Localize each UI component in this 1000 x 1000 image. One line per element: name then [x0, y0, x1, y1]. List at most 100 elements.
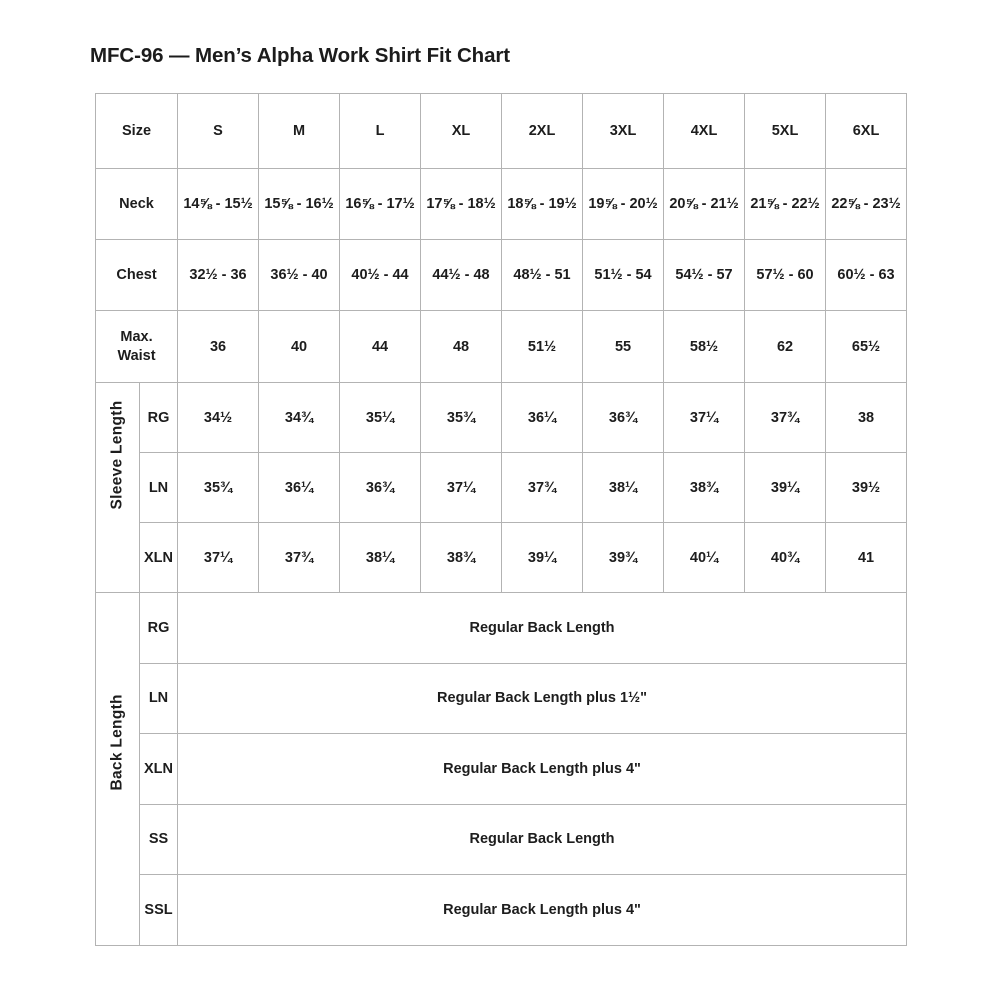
sleeve-ln-4xl: 38¾ — [663, 452, 746, 523]
chest-l: 40½ - 44 — [339, 239, 422, 311]
table-row-back-ssl: SSL Regular Back Length plus 4" — [96, 874, 908, 946]
size-fit-chart-table: Size S M L XL 2XL 3XL 4XL 5XL 6XL Neck 1… — [94, 93, 908, 946]
sleeve-xln-s: 37¼ — [177, 522, 260, 593]
table-row-neck: Neck 14⅝ - 15½ 15⅝ - 16½ 16⅝ - 17½ 17⅝ -… — [94, 168, 908, 240]
sleeve-ln-l: 36¾ — [339, 452, 422, 523]
sleeve-xln-xl: 38¾ — [420, 522, 503, 593]
neck-s: 14⅝ - 15½ — [177, 168, 260, 240]
max-waist-5xl: 62 — [744, 310, 827, 383]
sleeve-rg-4xl: 37¼ — [663, 382, 746, 453]
neck-3xl: 19⅝ - 20½ — [582, 168, 665, 240]
chest-m: 36½ - 40 — [258, 239, 341, 311]
header-size-2xl: 2XL — [501, 93, 584, 169]
header-size-s: S — [177, 93, 260, 169]
header-size-l: L — [339, 93, 422, 169]
table-row-chest: Chest 32½ - 36 36½ - 40 40½ - 44 44½ - 4… — [94, 239, 908, 311]
chest-xl: 44½ - 48 — [420, 239, 503, 311]
back-value-ln: Regular Back Length plus 1½" — [177, 662, 908, 734]
fit-chart-container: Size S M L XL 2XL 3XL 4XL 5XL 6XL Neck 1… — [94, 93, 908, 946]
table-row-back-xln: XLN Regular Back Length plus 4" — [96, 733, 908, 805]
row-label-max-waist-line1: Max. — [120, 328, 153, 345]
max-waist-m: 40 — [258, 310, 341, 383]
back-sublabel-ssl: SSL — [138, 874, 179, 946]
max-waist-4xl: 58½ — [663, 310, 746, 383]
sleeve-rg-3xl: 36¾ — [582, 382, 665, 453]
sleeve-sublabel-xln: XLN — [138, 522, 179, 593]
header-size-4xl: 4XL — [663, 93, 746, 169]
row-label-neck: Neck — [94, 168, 179, 240]
sleeve-rg-5xl: 37¾ — [744, 382, 827, 453]
sleeve-ln-3xl: 38¼ — [582, 452, 665, 523]
sleeve-xln-6xl: 41 — [825, 522, 908, 593]
table-row-back-ln: LN Regular Back Length plus 1½" — [96, 662, 908, 734]
max-waist-3xl: 55 — [582, 310, 665, 383]
neck-m: 15⅝ - 16½ — [258, 168, 341, 240]
table-header-row: Size S M L XL 2XL 3XL 4XL 5XL 6XL — [94, 93, 908, 169]
neck-l: 16⅝ - 17½ — [339, 168, 422, 240]
header-size-5xl: 5XL — [744, 93, 827, 169]
table-row-max-waist: Max. Waist 36 40 44 48 51½ 55 58½ 62 65½ — [94, 310, 908, 383]
sleeve-xln-l: 38¼ — [339, 522, 422, 593]
group-label-sleeve-length: Sleeve Length — [95, 382, 140, 593]
page-title: MFC-96 — Men’s Alpha Work Shirt Fit Char… — [90, 44, 510, 67]
table-row-back-rg: Back Length RG Regular Back Length — [95, 592, 908, 946]
back-sublabel-ln: LN — [138, 662, 179, 734]
row-label-max-waist: Max. Waist — [94, 310, 179, 383]
sleeve-rg-m: 34¾ — [258, 382, 341, 453]
max-waist-xl: 48 — [420, 310, 503, 383]
sleeve-xln-3xl: 39¾ — [582, 522, 665, 593]
neck-5xl: 21⅝ - 22½ — [744, 168, 827, 240]
back-value-ssl: Regular Back Length plus 4" — [177, 874, 908, 946]
neck-xl: 17⅝ - 18½ — [420, 168, 503, 240]
sleeve-rg-6xl: 38 — [825, 382, 908, 453]
sleeve-xln-2xl: 39¼ — [501, 522, 584, 593]
sleeve-xln-5xl: 40¾ — [744, 522, 827, 593]
sleeve-ln-xl: 37¼ — [420, 452, 503, 523]
back-value-ss: Regular Back Length — [177, 803, 908, 875]
sleeve-ln-m: 36¼ — [258, 452, 341, 523]
sleeve-rg-xl: 35¾ — [420, 382, 503, 453]
header-size-m: M — [258, 93, 341, 169]
header-size-3xl: 3XL — [582, 93, 665, 169]
sleeve-rg-2xl: 36¼ — [501, 382, 584, 453]
table-row-sleeve-rg: Sleeve Length RG 34½ 34¾ 35¼ 35¾ 36¼ 36¾… — [95, 382, 908, 593]
chest-3xl: 51½ - 54 — [582, 239, 665, 311]
chest-4xl: 54½ - 57 — [663, 239, 746, 311]
sleeve-ln-6xl: 39½ — [825, 452, 908, 523]
max-waist-6xl: 65½ — [825, 310, 908, 383]
sleeve-sublabel-ln: LN — [138, 452, 179, 523]
sleeve-sublabel-rg: RG — [138, 382, 179, 453]
group-label-sleeve-length-text: Sleeve Length — [108, 400, 126, 509]
back-sublabel-xln: XLN — [138, 733, 179, 805]
chest-5xl: 57½ - 60 — [744, 239, 827, 311]
table-row-sleeve-xln: XLN 37¼ 37¾ 38¼ 38¾ 39¼ 39¾ 40¼ 40¾ 41 — [96, 522, 908, 593]
back-sublabel-ss: SS — [138, 803, 179, 875]
row-label-chest: Chest — [94, 239, 179, 311]
group-label-back-length: Back Length — [95, 592, 140, 946]
back-value-rg: Regular Back Length — [177, 592, 908, 664]
sleeve-ln-2xl: 37¾ — [501, 452, 584, 523]
back-sublabel-rg: RG — [138, 592, 179, 664]
max-waist-l: 44 — [339, 310, 422, 383]
sleeve-rg-s: 34½ — [177, 382, 260, 453]
chest-s: 32½ - 36 — [177, 239, 260, 311]
max-waist-2xl: 51½ — [501, 310, 584, 383]
chest-6xl: 60½ - 63 — [825, 239, 908, 311]
sleeve-rg-l: 35¼ — [339, 382, 422, 453]
sleeve-ln-s: 35¾ — [177, 452, 260, 523]
header-size-label: Size — [94, 93, 179, 169]
table-row-back-ss: SS Regular Back Length — [96, 803, 908, 875]
sleeve-xln-m: 37¾ — [258, 522, 341, 593]
neck-6xl: 22⅝ - 23½ — [825, 168, 908, 240]
table-row-sleeve-ln: LN 35¾ 36¼ 36¾ 37¼ 37¾ 38¼ 38¾ 39¼ 39½ — [96, 452, 908, 523]
max-waist-s: 36 — [177, 310, 260, 383]
group-label-back-length-text: Back Length — [108, 693, 126, 791]
neck-2xl: 18⅝ - 19½ — [501, 168, 584, 240]
sleeve-ln-5xl: 39¼ — [744, 452, 827, 523]
header-size-xl: XL — [420, 93, 503, 169]
neck-4xl: 20⅝ - 21½ — [663, 168, 746, 240]
row-label-max-waist-line2: Waist — [117, 347, 156, 364]
header-size-6xl: 6XL — [825, 93, 908, 169]
back-value-xln: Regular Back Length plus 4" — [177, 733, 908, 805]
